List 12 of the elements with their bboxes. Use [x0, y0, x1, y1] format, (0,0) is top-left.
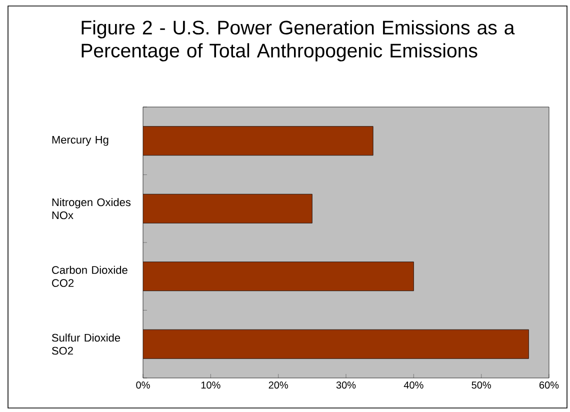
x-tick-label: 40%	[404, 382, 424, 389]
x-tick-label: 30%	[336, 382, 356, 389]
y-tick-label: Nitrogen Oxides NOx	[52, 198, 131, 220]
y-tick-label: Carbon Dioxide CO2	[52, 266, 128, 287]
y-tick-label: Sulfur Dioxide SO2	[52, 334, 120, 355]
x-tick-label: 50%	[472, 382, 491, 389]
x-tick-label: 60%	[539, 382, 559, 389]
x-tick-label: 10%	[201, 382, 220, 389]
x-tick-label: 20%	[268, 382, 288, 389]
chart-title: Figure 2 - U.S. Power Generation Emissions as a Percentage of Total Anthropogenic Emissions	[82, 20, 515, 62]
y-tick-label: Mercury Hg	[52, 136, 108, 146]
x-tick-label: 0%	[136, 382, 150, 389]
